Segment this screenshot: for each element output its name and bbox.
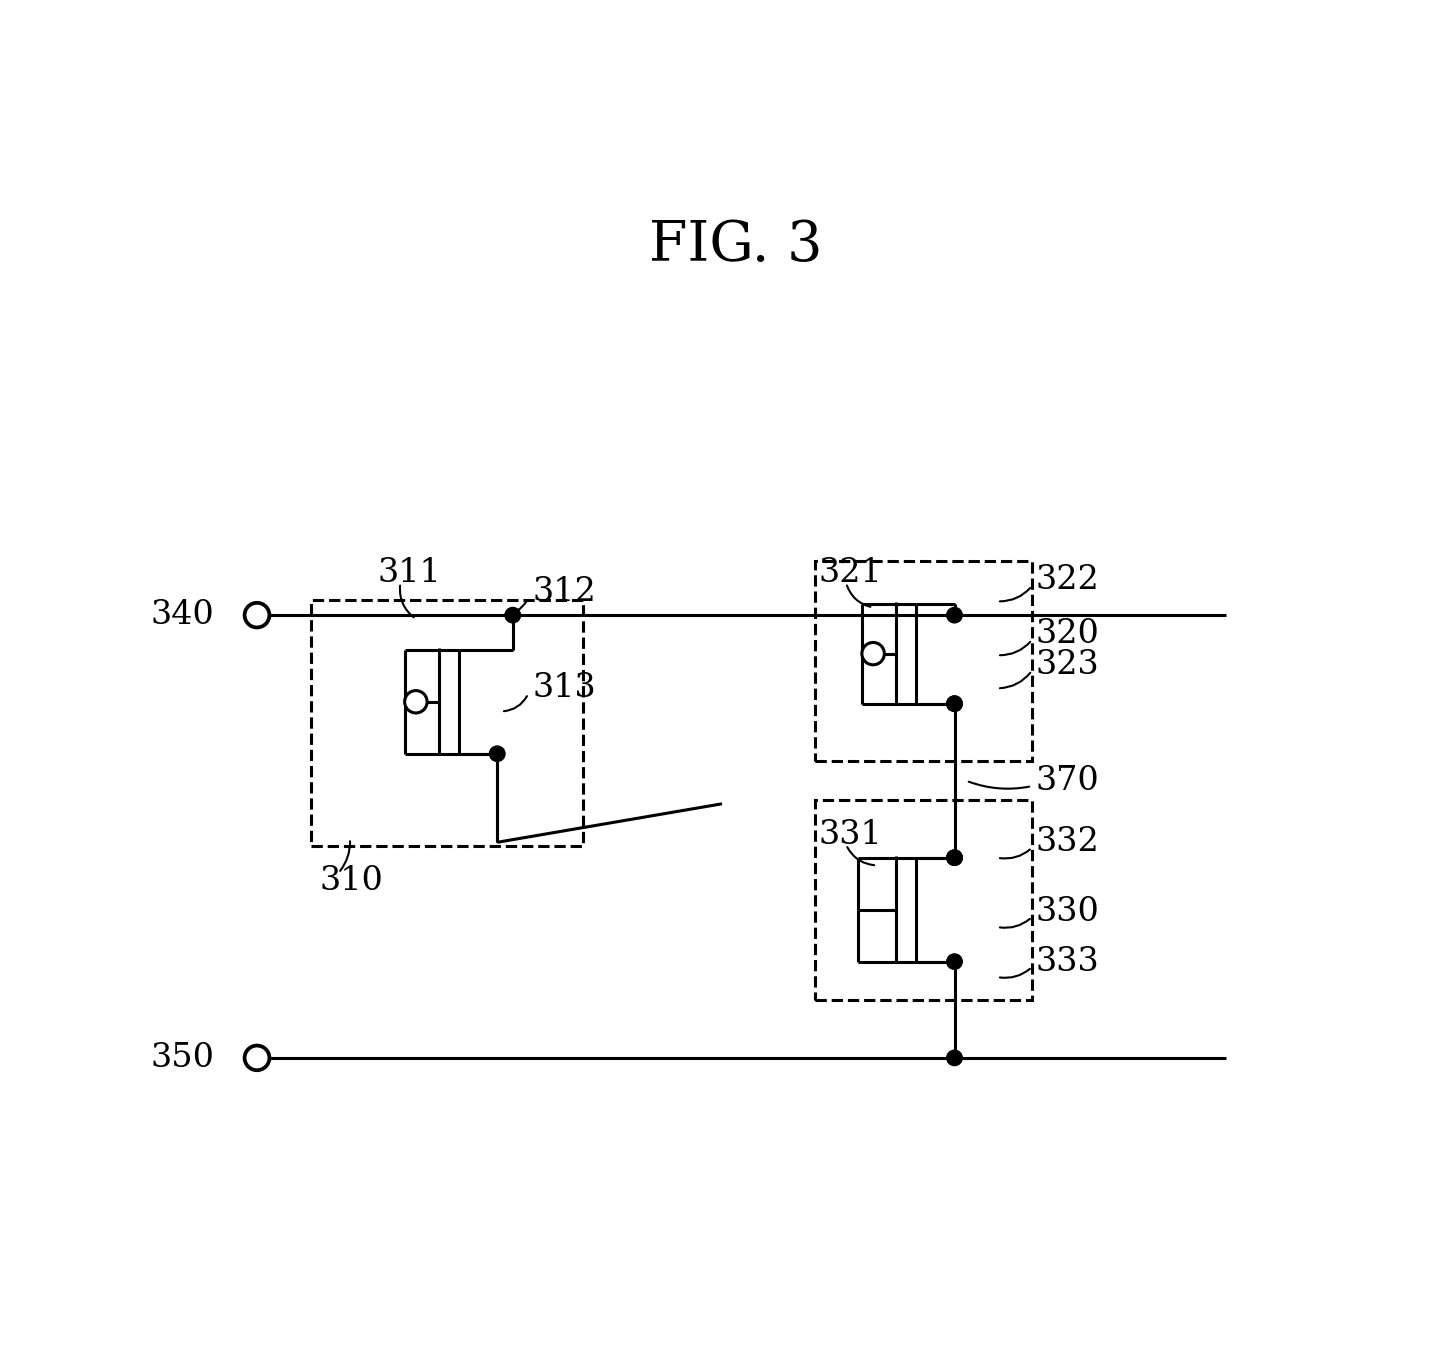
Text: 333: 333 (1035, 945, 1100, 978)
Text: 370: 370 (1035, 765, 1100, 796)
Circle shape (946, 697, 962, 712)
Text: 321: 321 (819, 557, 883, 589)
Text: 313: 313 (533, 672, 596, 705)
Circle shape (946, 850, 962, 866)
Text: 340: 340 (151, 600, 214, 631)
Circle shape (946, 953, 962, 970)
Text: 323: 323 (1035, 649, 1100, 682)
Circle shape (946, 697, 962, 712)
Bar (312, 600, 583, 846)
Text: 311: 311 (378, 557, 441, 589)
Circle shape (946, 850, 962, 866)
Text: 350: 350 (151, 1042, 214, 1074)
Circle shape (405, 691, 426, 713)
Text: 310: 310 (319, 865, 383, 897)
Circle shape (244, 602, 270, 627)
Text: 322: 322 (1035, 564, 1100, 597)
Circle shape (505, 608, 520, 623)
Text: 332: 332 (1035, 826, 1100, 858)
Circle shape (946, 1050, 962, 1065)
Bar (816, 561, 1032, 761)
Text: 320: 320 (1035, 619, 1100, 650)
Bar (816, 800, 1032, 1000)
Text: 312: 312 (533, 576, 596, 608)
Circle shape (862, 642, 885, 665)
Text: FIG. 3: FIG. 3 (649, 219, 823, 273)
Circle shape (244, 1045, 270, 1070)
Circle shape (946, 608, 962, 623)
Circle shape (490, 746, 505, 761)
Text: 331: 331 (819, 818, 883, 851)
Text: 330: 330 (1035, 896, 1100, 928)
